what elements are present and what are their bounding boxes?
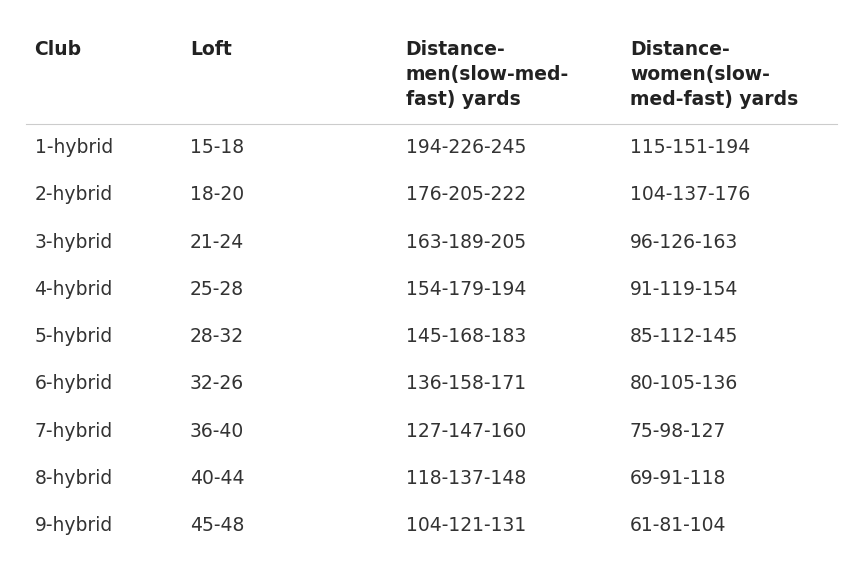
Text: 7-hybrid: 7-hybrid bbox=[35, 422, 113, 441]
Text: Club: Club bbox=[35, 40, 82, 59]
Text: 69-91-118: 69-91-118 bbox=[630, 469, 727, 488]
Text: 3-hybrid: 3-hybrid bbox=[35, 233, 113, 252]
Text: 18-20: 18-20 bbox=[190, 185, 244, 204]
Text: 154-179-194: 154-179-194 bbox=[406, 280, 526, 299]
Text: 136-158-171: 136-158-171 bbox=[406, 374, 526, 393]
Text: 32-26: 32-26 bbox=[190, 374, 244, 393]
Text: 75-98-127: 75-98-127 bbox=[630, 422, 727, 441]
Text: 163-189-205: 163-189-205 bbox=[406, 233, 526, 252]
Text: Distance-
women(slow-
med-fast) yards: Distance- women(slow- med-fast) yards bbox=[630, 40, 798, 109]
Text: 9-hybrid: 9-hybrid bbox=[35, 516, 113, 535]
Text: 40-44: 40-44 bbox=[190, 469, 244, 488]
Text: 2-hybrid: 2-hybrid bbox=[35, 185, 113, 204]
Text: 21-24: 21-24 bbox=[190, 233, 244, 252]
Text: 85-112-145: 85-112-145 bbox=[630, 327, 739, 346]
Text: 6-hybrid: 6-hybrid bbox=[35, 374, 113, 393]
Text: 145-168-183: 145-168-183 bbox=[406, 327, 526, 346]
Text: 15-18: 15-18 bbox=[190, 138, 244, 157]
Text: Distance-
men(slow-med-
fast) yards: Distance- men(slow-med- fast) yards bbox=[406, 40, 569, 109]
Text: 104-121-131: 104-121-131 bbox=[406, 516, 526, 535]
Text: 80-105-136: 80-105-136 bbox=[630, 374, 738, 393]
Text: 28-32: 28-32 bbox=[190, 327, 244, 346]
Text: 91-119-154: 91-119-154 bbox=[630, 280, 739, 299]
Text: 36-40: 36-40 bbox=[190, 422, 244, 441]
Text: 25-28: 25-28 bbox=[190, 280, 244, 299]
Text: 45-48: 45-48 bbox=[190, 516, 244, 535]
Text: 118-137-148: 118-137-148 bbox=[406, 469, 526, 488]
Text: 96-126-163: 96-126-163 bbox=[630, 233, 738, 252]
Text: 194-226-245: 194-226-245 bbox=[406, 138, 526, 157]
Text: Loft: Loft bbox=[190, 40, 231, 59]
Text: 8-hybrid: 8-hybrid bbox=[35, 469, 113, 488]
Text: 4-hybrid: 4-hybrid bbox=[35, 280, 113, 299]
Text: 5-hybrid: 5-hybrid bbox=[35, 327, 113, 346]
Text: 176-205-222: 176-205-222 bbox=[406, 185, 526, 204]
Text: 127-147-160: 127-147-160 bbox=[406, 422, 526, 441]
Text: 104-137-176: 104-137-176 bbox=[630, 185, 750, 204]
Text: 1-hybrid: 1-hybrid bbox=[35, 138, 113, 157]
Text: 61-81-104: 61-81-104 bbox=[630, 516, 727, 535]
Text: 115-151-194: 115-151-194 bbox=[630, 138, 750, 157]
